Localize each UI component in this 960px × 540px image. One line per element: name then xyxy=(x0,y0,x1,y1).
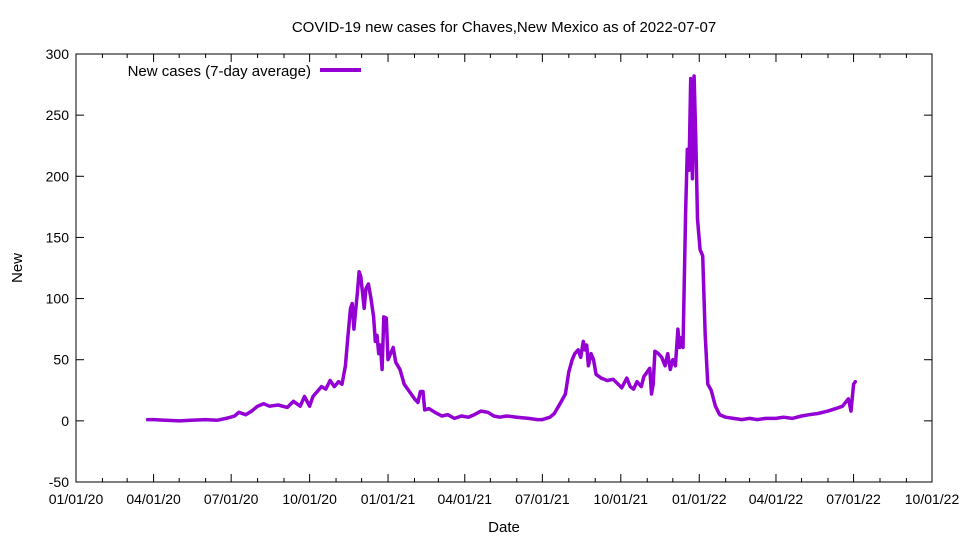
series-group xyxy=(145,74,858,423)
x-tick-label: 04/01/21 xyxy=(438,491,493,507)
y-tick-label: 100 xyxy=(46,291,70,307)
legend: New cases (7-day average) xyxy=(128,63,361,80)
tick-group: -50 0 50 100 150 200 250 300 01/01/20 04/01/20 07/… xyxy=(46,46,960,507)
y-tick-label: 0 xyxy=(61,413,69,429)
plot-frame xyxy=(75,53,933,483)
x-tick-label: 01/01/22 xyxy=(672,491,727,507)
x-tick-label: 10/01/21 xyxy=(594,491,649,507)
x-tick-label: 04/01/20 xyxy=(126,491,181,507)
x-tick-label: 01/01/21 xyxy=(361,491,416,507)
y-tick-label: 200 xyxy=(46,168,70,184)
x-tick-label: 04/01/22 xyxy=(749,491,804,507)
x-tick-label: 07/01/22 xyxy=(826,491,881,507)
chart-title: COVID-19 new cases for Chaves,New Mexico… xyxy=(292,19,716,36)
y-tick-label: 50 xyxy=(53,352,69,368)
y-tick-label: 300 xyxy=(46,46,70,62)
series-line-0 xyxy=(145,74,858,423)
x-tick-label: 07/01/20 xyxy=(204,491,259,507)
y-axis-label: New xyxy=(9,253,26,283)
x-tick-label: 10/01/22 xyxy=(905,491,960,507)
y-tick-label: 150 xyxy=(46,229,70,245)
x-axis-label: Date xyxy=(488,519,520,536)
x-tick-label: 01/01/20 xyxy=(49,491,104,507)
y-tick-label: 250 xyxy=(46,107,70,123)
y-tick-label: -50 xyxy=(49,474,69,490)
x-tick-label: 10/01/20 xyxy=(282,491,337,507)
x-tick-label: 07/01/21 xyxy=(515,491,570,507)
legend-label: New cases (7-day average) xyxy=(128,63,311,80)
